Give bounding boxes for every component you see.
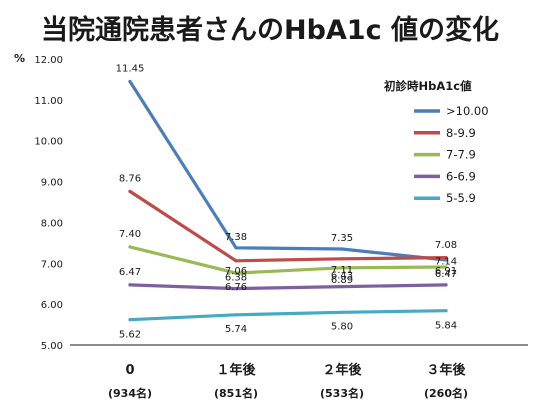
data-point	[340, 285, 344, 289]
data-label: 7.11	[331, 265, 353, 276]
data-label: 6.89	[331, 275, 353, 286]
y-axis-unit-label: %	[14, 52, 25, 65]
y-tick-label: 12.00	[34, 55, 63, 66]
legend: 初診時HbA1c値 >10.00 8-9.9 7-7.9 6-6.9 5-5.9	[384, 79, 489, 205]
data-label: 8.76	[119, 173, 141, 184]
series-line	[128, 189, 448, 263]
x-tick-sublabel: (851名)	[214, 386, 258, 400]
y-tick-label: 6.00	[41, 300, 63, 311]
data-point	[128, 189, 132, 193]
data-label: 5.84	[435, 321, 457, 332]
data-label: 6.91	[435, 266, 457, 277]
y-tick-label: 10.00	[34, 137, 63, 148]
x-axis: 0 (934名) １年後 (851名) ２年後 (533名) ３年後 (260名)	[108, 362, 468, 400]
data-label: 7.38	[225, 232, 247, 243]
legend-label: 7-7.9	[446, 148, 476, 162]
data-point	[128, 245, 132, 249]
data-label: 7.40	[119, 229, 141, 240]
series-line	[128, 283, 448, 291]
data-point	[340, 266, 344, 270]
data-label: 7.06	[225, 266, 247, 277]
y-tick-label: 11.00	[34, 96, 63, 107]
series-line	[128, 245, 448, 275]
y-tick-label: 9.00	[41, 178, 63, 189]
y-tick-label: 8.00	[41, 218, 63, 229]
x-tick-label: ３年後	[426, 362, 466, 378]
x-tick-label: １年後	[216, 362, 256, 378]
x-tick-label: ２年後	[322, 362, 362, 378]
series-line	[128, 309, 448, 322]
data-label: 6.38	[225, 273, 247, 284]
data-point	[128, 318, 132, 322]
x-tick-sublabel: (934名)	[108, 386, 152, 400]
x-tick-sublabel: (533名)	[320, 386, 364, 400]
legend-label: 8-9.9	[446, 126, 476, 140]
data-point	[444, 309, 448, 313]
data-label: 6.43	[331, 271, 353, 282]
y-tick-label: 7.00	[41, 259, 63, 270]
data-label: 6.47	[119, 267, 141, 278]
data-point	[128, 283, 132, 287]
legend-label: 5-5.9	[446, 191, 476, 205]
legend-label: 6-6.9	[446, 169, 476, 183]
legend-label: >10.00	[446, 104, 489, 118]
y-tick-label: 5.00	[41, 341, 63, 352]
y-axis: 5.00 6.00 7.00 8.00 9.00 10.00 11.00 12.00	[34, 55, 63, 352]
data-point	[234, 313, 238, 317]
data-point	[444, 283, 448, 287]
data-label: 11.45	[116, 64, 145, 75]
data-point	[340, 247, 344, 251]
legend-title: 初診時HbA1c値	[384, 79, 472, 93]
data-label: 5.80	[331, 321, 353, 332]
data-point	[234, 246, 238, 250]
data-label: 7.08	[435, 240, 457, 251]
data-label: 7.14	[435, 257, 457, 268]
data-point	[234, 271, 238, 275]
series-line	[128, 79, 448, 262]
data-point	[340, 310, 344, 314]
data-point	[128, 79, 132, 84]
data-label: 7.35	[331, 233, 353, 244]
data-label: 6.76	[225, 282, 247, 293]
data-labels: 11.45 7.38 7.35 7.08 8.76 7.06 7.11 7.14 7.40 6.7…	[116, 64, 457, 341]
data-point	[234, 259, 238, 263]
data-label: 5.62	[119, 330, 141, 341]
data-point	[444, 256, 448, 260]
data-point	[340, 257, 344, 261]
data-point	[444, 265, 448, 269]
data-point	[234, 287, 238, 291]
series-lines	[128, 79, 448, 322]
data-label: 6.47	[435, 269, 457, 280]
x-tick-label: 0	[125, 363, 134, 378]
chart-title: 当院通院患者さんのHbA1c 値の変化	[41, 14, 499, 46]
data-label: 5.74	[225, 324, 247, 335]
x-tick-sublabel: (260名)	[424, 386, 468, 400]
